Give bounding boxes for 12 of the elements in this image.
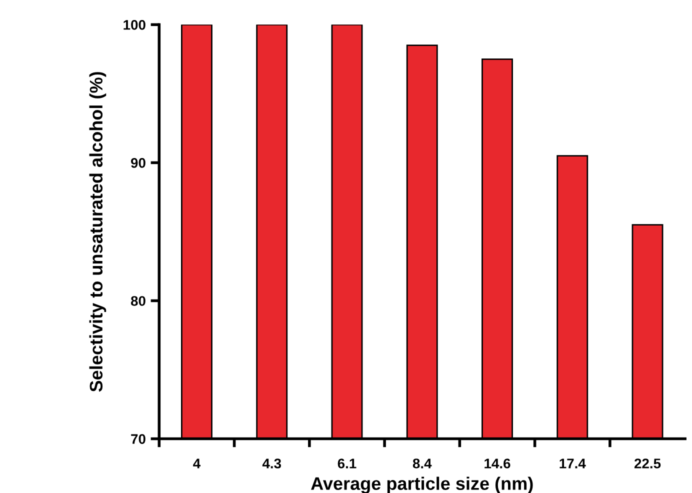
x-tick-label: 4 xyxy=(193,458,201,468)
y-tick-label: 90 xyxy=(131,158,146,168)
y-axis-title: Selectivity to unsaturated alcohol (%) xyxy=(89,72,106,392)
y-tick-label: 70 xyxy=(131,434,146,444)
x-tick-label: 6.1 xyxy=(338,458,356,468)
y-tick-label: 80 xyxy=(130,296,146,306)
x-tick-label: 4.3 xyxy=(262,458,282,468)
x-tick-label: 14.6 xyxy=(484,458,510,468)
y-tick-label: 100 xyxy=(124,20,146,30)
x-tick-label: 17.4 xyxy=(560,458,586,468)
x-tick-label: 22.5 xyxy=(634,458,661,468)
x-tick-label: 8.4 xyxy=(412,458,432,468)
